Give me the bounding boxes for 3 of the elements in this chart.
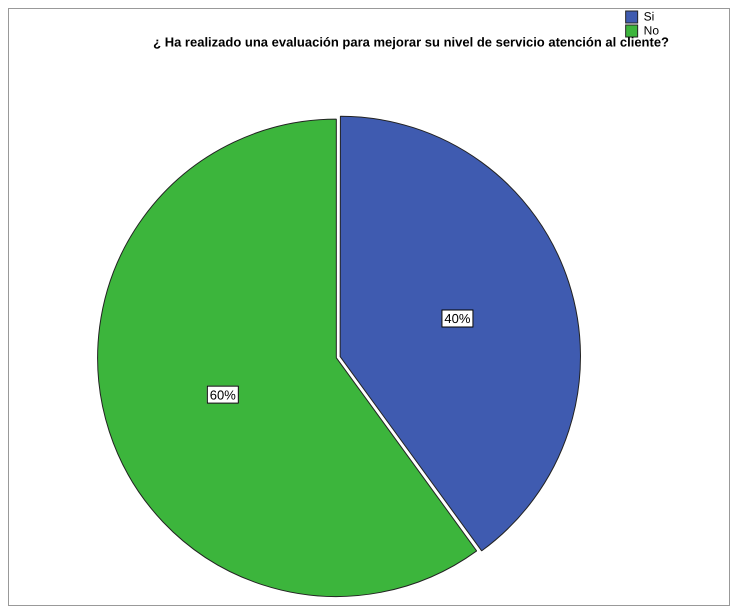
data-label: 60% (210, 387, 236, 402)
data-label: 40% (444, 311, 471, 326)
legend-label: Si (644, 9, 654, 24)
